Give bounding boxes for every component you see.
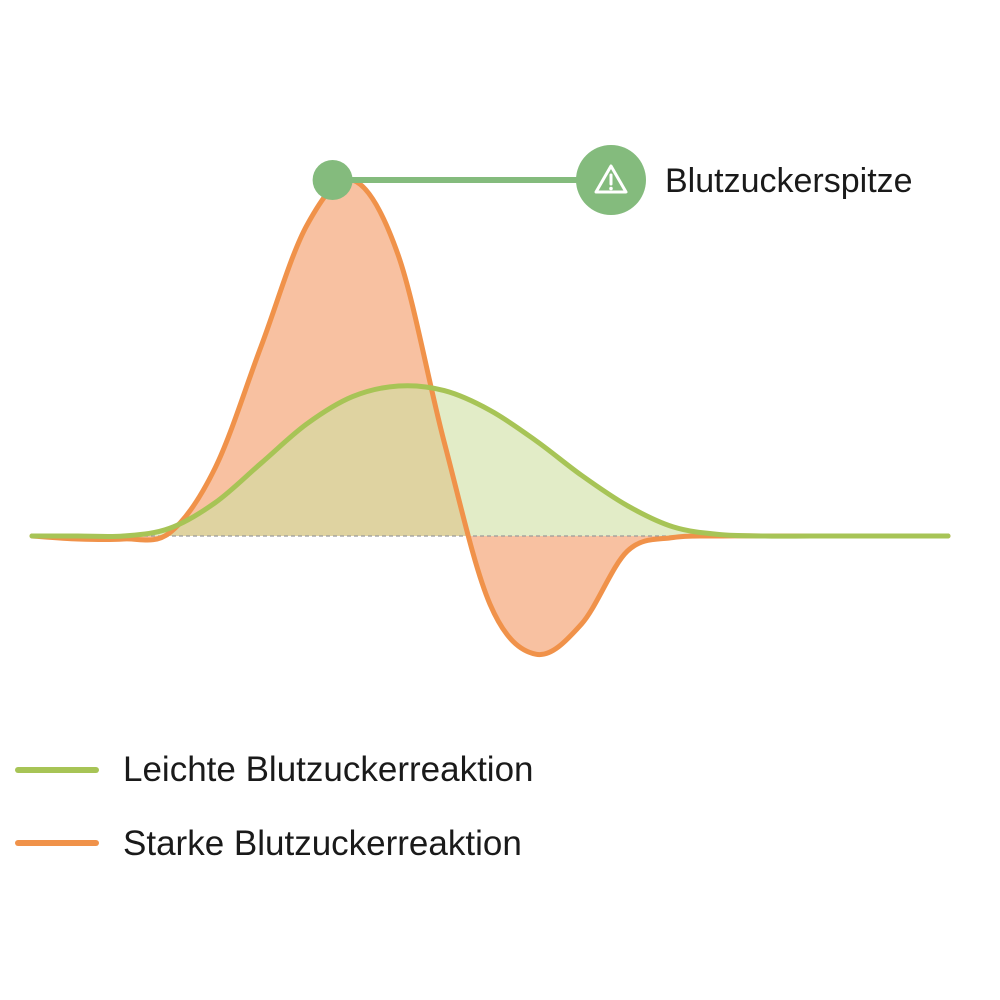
warning-icon bbox=[594, 164, 628, 194]
series-lines bbox=[29, 176, 951, 658]
peak-marker bbox=[312, 160, 353, 200]
legend-item-leichte: Leichte Blutzuckerreaktion bbox=[15, 750, 534, 789]
area-fill-leichte bbox=[32, 385, 948, 537]
legend-item-starke: Starke Blutzuckerreaktion bbox=[15, 824, 522, 863]
series-line-leichte bbox=[29, 383, 951, 540]
area-fills bbox=[32, 179, 948, 655]
annotation-label: Blutzuckerspitze bbox=[665, 162, 913, 200]
legend-label-starke: Starke Blutzuckerreaktion bbox=[123, 824, 522, 863]
legend-label-leichte: Leichte Blutzuckerreaktion bbox=[123, 750, 534, 789]
legend: Leichte Blutzuckerreaktion Starke Blutzu… bbox=[15, 750, 534, 863]
peak-annotation: Blutzuckerspitze bbox=[312, 145, 913, 215]
